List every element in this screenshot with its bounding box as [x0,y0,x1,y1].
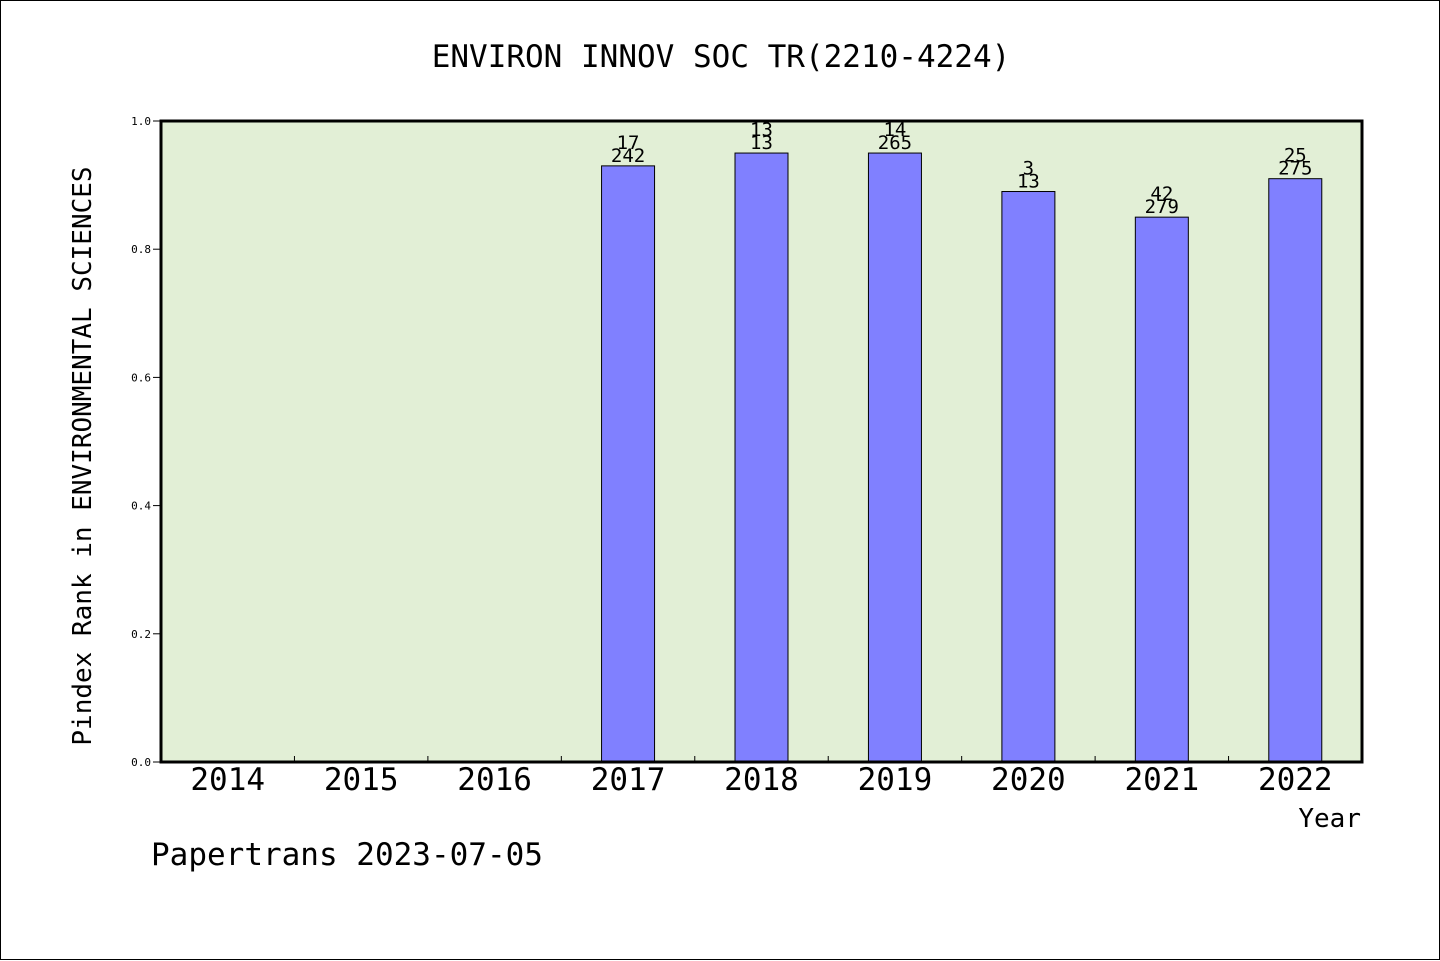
bar-rank-label: 13 [750,119,773,141]
bar-2017 [601,165,656,763]
y-tick-label: 0.4 [131,500,151,513]
bar-2021 [1134,216,1189,763]
y-axis-ticks: 0.0 0.2 0.4 0.6 0.8 1.0 [131,115,161,769]
chart-title: ENVIRON INNOV SOC TR(2210-4224) [432,39,1011,75]
y-tick-label: 0.8 [131,243,151,256]
bar-rank-label: 17 [617,132,640,154]
x-tick-label: 2017 [591,762,666,798]
y-tick-label: 0.0 [131,756,151,769]
y-tick-label: 0.6 [131,371,151,384]
bar-rank-label: 42 [1150,183,1173,205]
bar-total-label: 13 [750,132,773,154]
bar-2020 [1001,191,1056,763]
bar-2019 [867,152,922,763]
x-tick-label: 2015 [324,762,399,798]
bar-total-label: 275 [1278,158,1312,180]
x-axis-label: Year [1298,804,1361,834]
bar-rank-label: 3 [1023,158,1034,180]
footer-credit: Papertrans 2023-07-05 [151,837,543,873]
y-tick-label: 0.2 [131,628,151,641]
bar-total-label: 265 [878,132,912,154]
bar-rank-label: 25 [1284,145,1307,167]
x-tick-label: 2014 [190,762,265,798]
y-tick-label: 1.0 [131,115,151,128]
x-axis-tick-labels: 2014 2015 2016 2017 2018 2019 2020 2021 2022 [190,762,1332,798]
x-tick-label: 2018 [724,762,799,798]
bar-series [601,152,1323,763]
plot-border [159,119,1364,764]
x-tick-label: 2020 [991,762,1066,798]
x-tick-label: 2019 [858,762,933,798]
bar-total-label: 242 [611,145,645,167]
bar-2018 [734,152,789,763]
x-tick-label: 2021 [1125,762,1200,798]
bar-total-label: 279 [1145,196,1179,218]
bar-rank-label: 14 [883,119,906,141]
x-tick-label: 2016 [457,762,532,798]
x-tick-label: 2022 [1258,762,1333,798]
bar-2022 [1268,178,1323,763]
y-axis-label: Pindex Rank in ENVIRONMENTAL SCIENCES [68,166,98,745]
bar-total-label: 13 [1017,171,1040,193]
